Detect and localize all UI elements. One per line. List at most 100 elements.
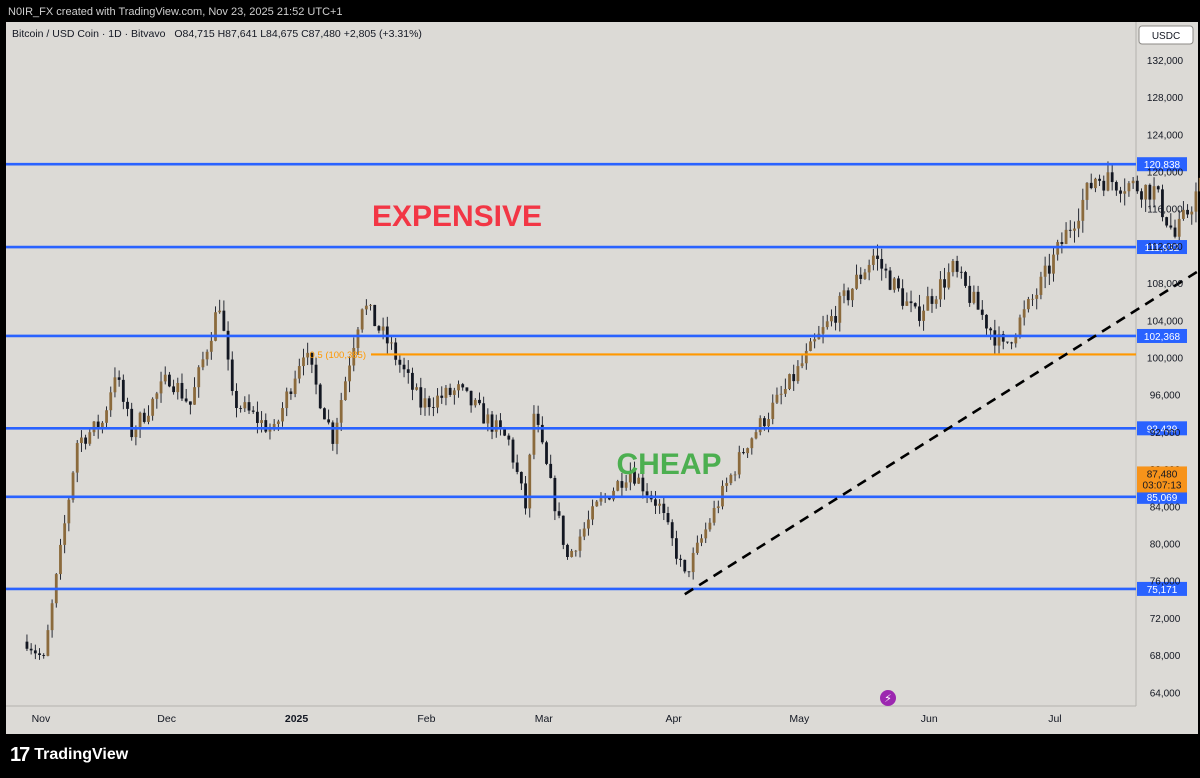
price-tick-label: 120,000 — [1147, 168, 1184, 179]
level-price-label: 75,171 — [1147, 585, 1178, 596]
candle-body — [369, 304, 372, 306]
candle-body — [1043, 265, 1047, 277]
candle-body — [880, 258, 884, 269]
candle-body — [587, 519, 590, 529]
candle-body — [1140, 191, 1143, 200]
price-chart[interactable]: 120,838 111,932 102,368 92,439 85,069 75,171 0… — [0, 22, 1200, 734]
price-tick-label: 104,000 — [1147, 316, 1184, 327]
candle-body — [1073, 228, 1076, 231]
candle-body — [168, 374, 171, 387]
time-axis[interactable] — [6, 706, 1198, 734]
lightning-alert-icon[interactable] — [880, 690, 896, 706]
candle-body — [339, 400, 343, 423]
candle-body — [163, 374, 167, 382]
candle-body — [272, 424, 276, 430]
candle-body — [553, 477, 557, 512]
candle-body — [281, 408, 284, 422]
candle-body — [624, 482, 628, 488]
symbol-header[interactable]: Bitcoin / USD Coin · 1D · Bitvavo — [12, 28, 166, 40]
candle-body — [830, 316, 833, 322]
candle-body — [943, 279, 946, 288]
candle-body — [582, 528, 586, 537]
candle-body — [1035, 294, 1039, 299]
candle-body — [465, 387, 469, 391]
candle-body — [402, 364, 406, 370]
candle-body — [675, 538, 678, 559]
candle-body — [310, 352, 314, 365]
candle-body — [155, 393, 159, 399]
candle-body — [842, 290, 846, 296]
currency-button[interactable] — [1138, 25, 1194, 45]
candle-body — [343, 381, 347, 401]
candle-body — [59, 544, 62, 575]
candle-body — [511, 439, 515, 463]
candle-body — [997, 333, 1001, 346]
expensive-zone-label: EXPENSIVE — [372, 200, 542, 233]
candle-body — [1131, 180, 1135, 184]
candle-body — [1064, 229, 1068, 245]
candle-body — [540, 424, 544, 443]
candle-body — [578, 536, 582, 551]
candle-body — [947, 272, 951, 288]
candle-body — [172, 386, 175, 393]
candle-body — [1010, 342, 1013, 344]
candle-body — [683, 559, 687, 572]
drawings: EXPENSIVE CHEAP — [372, 200, 1200, 596]
ohlc-header: O84,715 H87,641 L84,675 C87,480 +2,805 (… — [174, 28, 422, 40]
price-tick-label: 124,000 — [1147, 130, 1184, 141]
candle-body — [377, 326, 381, 331]
candle-body — [1186, 209, 1189, 215]
candle-body — [918, 306, 921, 321]
candle-body — [1047, 265, 1051, 274]
price-tick-label: 64,000 — [1150, 688, 1181, 699]
level-price-tag — [1137, 328, 1187, 343]
candle-body — [876, 255, 879, 259]
price-tick-label: 80,000 — [1150, 540, 1181, 551]
price-tick-label: 96,000 — [1150, 391, 1181, 402]
candle-body — [180, 382, 184, 399]
trendline-dashed — [684, 268, 1200, 596]
candle-body — [834, 316, 838, 323]
candle-body — [788, 374, 791, 389]
candle-body — [1110, 172, 1114, 183]
price-tick-label: 92,000 — [1150, 428, 1181, 439]
candle-body — [746, 448, 750, 454]
candle-body — [1169, 225, 1173, 228]
level-price-label: 102,368 — [1144, 332, 1181, 343]
candle-body — [566, 544, 569, 557]
candle-body — [704, 529, 708, 539]
candle-body — [264, 420, 268, 432]
candle-body — [302, 357, 305, 367]
candle-body — [892, 278, 896, 290]
candle-body — [725, 483, 729, 486]
currency-label[interactable]: USDC — [1152, 31, 1180, 42]
candle-body — [742, 452, 745, 454]
candle-body — [1106, 172, 1110, 191]
candle-body — [813, 339, 817, 342]
candle-body — [922, 310, 926, 321]
candle-body — [1119, 190, 1122, 194]
candle-body — [457, 384, 460, 391]
level-price-tag — [1137, 581, 1187, 596]
candle-body — [130, 408, 134, 438]
candle-body — [620, 481, 624, 488]
candle-body — [859, 274, 863, 279]
chart-frame[interactable]: 120,838 111,932 102,368 92,439 85,069 75,171 0… — [0, 22, 1200, 734]
candle-body — [750, 438, 754, 449]
candle-body — [276, 421, 280, 425]
candle-body — [96, 421, 100, 430]
candle-body — [398, 359, 402, 365]
candle-body — [536, 413, 540, 425]
tradingview-logo[interactable]: 17 TradingView — [10, 744, 128, 766]
candle-body — [913, 303, 917, 307]
candle-body — [356, 329, 360, 348]
candle-body — [1077, 220, 1081, 229]
last-price-label: 87,480 — [1147, 469, 1178, 480]
candle-body — [113, 377, 117, 393]
level-price-label: 85,069 — [1147, 493, 1178, 504]
time-tick-label: Mar — [535, 713, 554, 725]
candle-body — [1052, 254, 1055, 274]
candle-body — [373, 304, 377, 327]
candle-body — [427, 398, 431, 408]
candle-body — [390, 342, 393, 344]
